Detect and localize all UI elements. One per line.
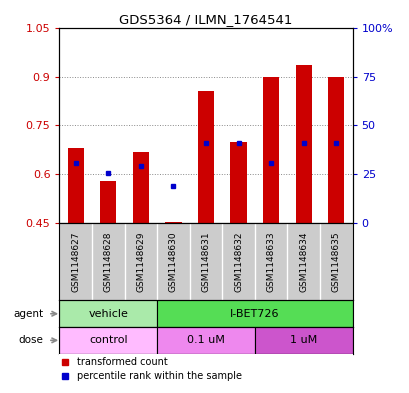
Text: GSM1148634: GSM1148634 (299, 232, 308, 292)
Text: GSM1148629: GSM1148629 (136, 232, 145, 292)
Text: I-BET726: I-BET726 (229, 309, 279, 319)
Bar (230, 142, 246, 224)
Text: control: control (89, 335, 127, 345)
Text: agent: agent (13, 309, 43, 319)
Text: percentile rank within the sample: percentile rank within the sample (77, 371, 241, 381)
Text: GSM1148633: GSM1148633 (266, 231, 275, 292)
Bar (254, 327, 352, 354)
Bar (327, 77, 344, 224)
Text: dose: dose (18, 335, 43, 345)
Text: GSM1148632: GSM1148632 (234, 232, 243, 292)
Bar (157, 301, 352, 327)
Bar (263, 77, 279, 224)
Text: GSM1148630: GSM1148630 (169, 231, 178, 292)
Bar (295, 65, 311, 224)
Bar (165, 222, 181, 224)
Text: GSM1148627: GSM1148627 (71, 232, 80, 292)
Bar (67, 148, 84, 224)
Bar (59, 301, 157, 327)
Title: GDS5364 / ILMN_1764541: GDS5364 / ILMN_1764541 (119, 13, 292, 26)
Bar (157, 327, 254, 354)
Text: GSM1148635: GSM1148635 (331, 231, 340, 292)
Bar (198, 91, 213, 224)
Text: 1 uM: 1 uM (290, 335, 317, 345)
Bar (100, 181, 116, 224)
Text: transformed count: transformed count (77, 358, 167, 367)
Bar (133, 152, 148, 224)
Text: GSM1148631: GSM1148631 (201, 231, 210, 292)
Text: GSM1148628: GSM1148628 (103, 232, 112, 292)
Bar (59, 327, 157, 354)
Text: 0.1 uM: 0.1 uM (187, 335, 225, 345)
Text: vehicle: vehicle (88, 309, 128, 319)
